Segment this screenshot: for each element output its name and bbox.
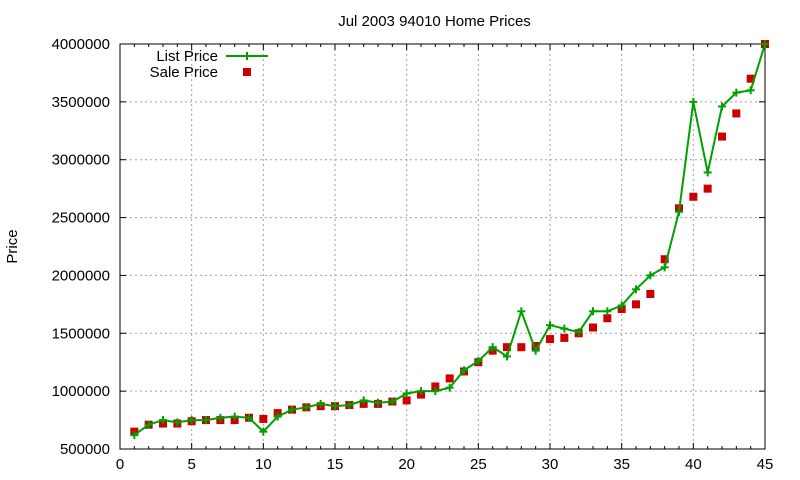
list-price-point [417, 387, 425, 396]
legend-marker-sale-price [243, 68, 251, 76]
list-price-point [574, 328, 583, 337]
sale-price-point [560, 333, 569, 342]
list-price-point [703, 168, 712, 177]
sale-price-point [259, 414, 268, 423]
sale-price-point [546, 335, 554, 344]
sale-price-point [431, 382, 440, 391]
list-price-point [331, 402, 339, 411]
list-price-point [617, 301, 626, 310]
list-price-point [202, 416, 210, 425]
list-price-point [689, 97, 698, 106]
sale-price-point [718, 132, 726, 141]
list-price-point [718, 102, 726, 111]
y-tick-label: 2500000 [52, 210, 110, 227]
sale-price-point [445, 374, 454, 383]
list-price-point [660, 263, 669, 272]
sale-price-point [603, 314, 612, 323]
list-price-point [159, 416, 167, 425]
sale-price-point [660, 255, 669, 264]
list-price-point [402, 389, 411, 398]
sale-price-point [646, 289, 655, 298]
y-tick-label: 3000000 [52, 152, 110, 169]
axis-ticks: 0 5 10 15 20 25 30 35 40 45 500000 1000000 1500000 20… [52, 36, 774, 473]
sale-price-point [589, 323, 597, 332]
y-tick-label: 1000000 [52, 383, 110, 400]
list-price-point [230, 412, 239, 421]
list-price-point [259, 427, 268, 436]
series-list-price [130, 40, 769, 440]
list-price-point [560, 324, 569, 333]
list-price-point [589, 307, 597, 316]
y-tick-label: 4000000 [52, 36, 110, 53]
sale-price-point [746, 74, 755, 83]
x-tick-label: 25 [470, 456, 487, 473]
list-price-point [431, 387, 440, 396]
list-price-point [546, 321, 554, 330]
legend-marker-list-price [243, 52, 251, 60]
sale-price-point [703, 184, 712, 193]
list-price-point [732, 88, 741, 97]
legend-label-list-price: List Price [156, 48, 218, 65]
list-price-point [460, 366, 468, 375]
list-price-point [761, 40, 769, 48]
y-tick-label: 2000000 [52, 267, 110, 284]
x-tick-label: 30 [542, 456, 559, 473]
list-price-point [374, 398, 382, 407]
list-price-point [746, 86, 755, 95]
list-price-point [273, 412, 282, 421]
x-tick-label: 20 [398, 456, 415, 473]
x-tick-label: 0 [116, 456, 124, 473]
sale-price-point [531, 342, 540, 351]
list-price-point [216, 413, 225, 422]
list-price-point [517, 307, 526, 316]
list-price-point [603, 307, 612, 316]
list-price-point [130, 431, 139, 440]
list-price-point [445, 383, 454, 392]
list-price-point [316, 399, 325, 408]
list-price-point [359, 396, 368, 405]
list-price-point [474, 357, 483, 366]
list-price-point [531, 346, 540, 355]
y-tick-label: 3500000 [52, 94, 110, 111]
x-tick-label: 5 [187, 456, 195, 473]
list-price-point [187, 416, 196, 425]
list-price-point [488, 343, 497, 352]
list-price-point [345, 401, 354, 410]
x-tick-label: 15 [327, 456, 344, 473]
sale-price-point [402, 396, 411, 405]
list-price-point [144, 420, 153, 429]
legend-label-sale-price: Sale Price [150, 64, 218, 81]
x-tick-label: 10 [255, 456, 272, 473]
sale-price-point [732, 109, 741, 118]
list-price-point [388, 397, 397, 406]
list-price-point [632, 285, 640, 294]
sale-price-point [689, 192, 698, 201]
series-layer [130, 40, 769, 440]
grid-lines [120, 44, 765, 449]
y-axis-label: Price [4, 229, 21, 263]
x-tick-label: 45 [757, 456, 774, 473]
list-price-point [245, 413, 253, 422]
sale-price-point [517, 343, 526, 352]
list-price-point [646, 271, 655, 280]
y-tick-label: 500000 [60, 441, 110, 458]
list-price-point [503, 352, 511, 361]
chart-title: Jul 2003 94010 Home Prices [338, 13, 531, 30]
x-tick-label: 35 [613, 456, 630, 473]
sale-price-point [632, 300, 640, 309]
plot-area-border [119, 43, 766, 450]
x-tick-label: 40 [685, 456, 702, 473]
list-price-point [288, 405, 296, 414]
list-price-point [675, 207, 683, 216]
list-price-point [173, 418, 182, 427]
sale-price-point [503, 343, 511, 352]
y-tick-label: 1500000 [52, 325, 110, 342]
list-price-point [302, 403, 311, 412]
